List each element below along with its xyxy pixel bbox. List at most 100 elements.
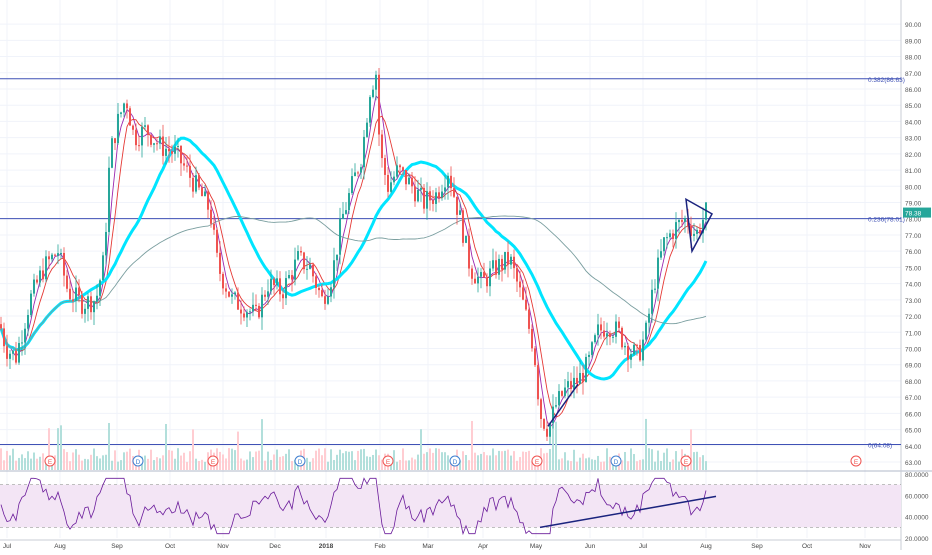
volume-bar-13 bbox=[39, 456, 41, 470]
volume-bar-225 bbox=[675, 451, 677, 470]
volume-bar-32 bbox=[96, 456, 98, 470]
candle-body-91 bbox=[273, 278, 275, 286]
candle-body-182 bbox=[546, 428, 548, 437]
candle-body-185 bbox=[555, 405, 557, 407]
volume-bar-197 bbox=[591, 459, 593, 470]
volume-bar-64 bbox=[192, 429, 194, 470]
time-label-10: May bbox=[530, 543, 543, 550]
candle-body-37 bbox=[111, 138, 113, 168]
volume-bar-167 bbox=[501, 451, 503, 470]
volume-bar-58 bbox=[174, 458, 176, 470]
candle-body-80 bbox=[240, 309, 242, 314]
candle-body-10 bbox=[30, 293, 32, 315]
volume-bar-54 bbox=[162, 455, 164, 470]
candle-body-12 bbox=[36, 279, 38, 283]
candle-body-86 bbox=[258, 305, 260, 318]
candle-body-0 bbox=[0, 324, 2, 329]
candle-body-64 bbox=[192, 177, 194, 192]
time-label-2: Sep bbox=[111, 543, 123, 550]
volume-bar-29 bbox=[87, 459, 89, 470]
volume-bar-106 bbox=[318, 448, 320, 470]
volume-bar-150 bbox=[450, 460, 452, 470]
price-tick-13: 77.00 bbox=[905, 233, 922, 240]
rsi-trendline bbox=[539, 495, 717, 529]
price-tick-22: 68.00 bbox=[905, 379, 922, 386]
volume-bar-143 bbox=[429, 448, 431, 470]
rsi-line bbox=[0, 477, 707, 536]
volume-bar-116 bbox=[348, 451, 350, 470]
volume-bar-191 bbox=[573, 449, 575, 470]
volume-bar-122 bbox=[366, 456, 368, 470]
volume-bar-157 bbox=[471, 420, 473, 470]
time-label-14: Sep bbox=[751, 543, 763, 550]
dividend-marker-1 bbox=[132, 455, 144, 467]
dividend-marker-7 bbox=[610, 455, 622, 467]
volume-bar-79 bbox=[237, 431, 239, 470]
volume-bar-127 bbox=[381, 459, 383, 470]
candle-body-65 bbox=[195, 175, 197, 192]
candle-body-123 bbox=[369, 97, 371, 123]
candle-body-115 bbox=[345, 210, 347, 214]
candle-body-22 bbox=[66, 275, 68, 289]
candle-body-90 bbox=[270, 278, 272, 292]
candle-body-196 bbox=[588, 354, 590, 357]
volume-bar-177 bbox=[531, 461, 533, 470]
candle-body-163 bbox=[489, 268, 491, 287]
candle-body-46 bbox=[138, 145, 140, 147]
volume-bar-24 bbox=[72, 452, 74, 470]
volume-bar-62 bbox=[186, 461, 188, 470]
candle-body-204 bbox=[612, 336, 614, 338]
volume-bar-231 bbox=[693, 452, 695, 470]
earnings-marker-9 bbox=[850, 455, 862, 467]
candle-body-120 bbox=[360, 167, 362, 173]
volume-bar-27 bbox=[81, 460, 83, 470]
candle-body-186 bbox=[558, 391, 560, 406]
time-label-9: Apr bbox=[478, 543, 489, 550]
candle-body-180 bbox=[540, 399, 542, 420]
volume-bar-61 bbox=[183, 452, 185, 470]
candle-body-20 bbox=[60, 252, 62, 254]
candle-body-139 bbox=[417, 189, 419, 202]
candle-body-155 bbox=[465, 235, 467, 243]
candle-body-145 bbox=[435, 192, 437, 204]
volume-bar-55 bbox=[165, 423, 167, 470]
candle-body-24 bbox=[72, 299, 74, 301]
candle-body-56 bbox=[168, 148, 170, 152]
candle-body-117 bbox=[351, 176, 353, 194]
candle-body-68 bbox=[204, 191, 206, 197]
price-tick-25: 65.00 bbox=[905, 428, 922, 435]
volume-bar-119 bbox=[357, 450, 359, 470]
candle-body-50 bbox=[150, 135, 152, 145]
candle-body-218 bbox=[654, 288, 656, 290]
rsi-tick-2: 40.0000 bbox=[905, 515, 929, 522]
candle-body-129 bbox=[387, 174, 389, 192]
volume-bar-30 bbox=[90, 454, 92, 470]
candle-body-128 bbox=[384, 158, 386, 175]
volume-bar-184 bbox=[552, 424, 554, 470]
candle-body-112 bbox=[336, 254, 338, 261]
candle-body-63 bbox=[189, 166, 191, 178]
price-tick-6: 84.00 bbox=[905, 119, 922, 126]
volume-bar-208 bbox=[624, 451, 626, 470]
candle-body-213 bbox=[639, 345, 641, 361]
time-label-0: Jul bbox=[3, 543, 12, 550]
candle-body-102 bbox=[306, 268, 308, 270]
volume-bar-57 bbox=[171, 450, 173, 470]
volume-bar-216 bbox=[648, 448, 650, 470]
volume-bar-213 bbox=[639, 459, 641, 470]
candle-body-225 bbox=[675, 222, 677, 240]
volume-bar-203 bbox=[609, 456, 611, 470]
event-label-8: E bbox=[684, 459, 689, 466]
candle-body-205 bbox=[615, 321, 617, 337]
volume-bar-148 bbox=[444, 452, 446, 470]
candle-body-29 bbox=[87, 296, 89, 309]
candle-body-44 bbox=[132, 125, 134, 130]
candle-body-4 bbox=[12, 350, 14, 354]
fib-label-1: 0.236(78.01) bbox=[868, 217, 905, 224]
volume-bar-195 bbox=[585, 458, 587, 470]
volume-bar-126 bbox=[378, 455, 380, 470]
volume-bar-104 bbox=[312, 458, 314, 470]
candle-body-104 bbox=[312, 264, 314, 277]
